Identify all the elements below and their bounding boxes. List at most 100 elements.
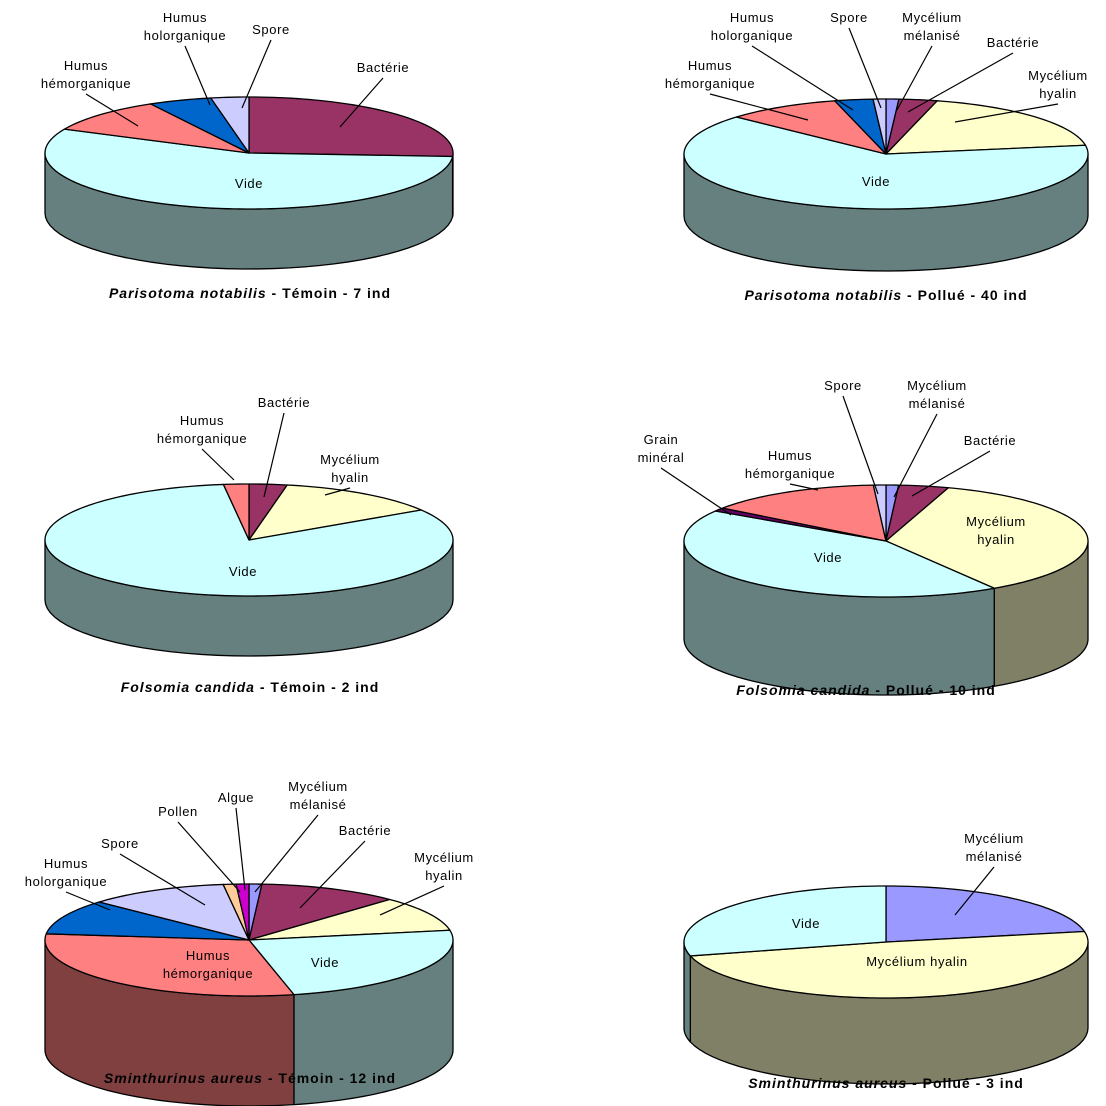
leader-line-humus-holorganique (751, 45, 854, 111)
leader-line-spore (119, 853, 206, 906)
data-label-spore: Spore (101, 836, 139, 851)
data-label-mycelium-hyalin: Mycélium hyalin (966, 514, 1026, 547)
slice-mycelium-hyalin (248, 898, 451, 941)
leader-line-spore (842, 395, 879, 495)
slice-humus-hemorganique (721, 484, 887, 542)
data-label-humus-hemorganique: Humus hémorganique (41, 58, 131, 91)
leader-line-mycelium-melanise (254, 814, 319, 893)
parisotoma-notabilis-temoin-pie: Bactérie Vide Humus hémorganique Humus holorg… (41, 10, 454, 301)
chart-caption: Sminthurinus aureus - Pollué - 3 ind (748, 1075, 1024, 1091)
caption-details: - Pollué - 40 ind (902, 287, 1027, 303)
data-label-vide: Vide (814, 550, 842, 565)
data-label-humus-hemorganique: Humus hémorganique (665, 58, 755, 91)
data-label-vide: Vide (862, 174, 890, 189)
leader-line-bacterie (299, 840, 366, 909)
leader-line-mycelium-hyalin (954, 103, 1059, 123)
caption-species: Sminthurinus aureus (104, 1070, 263, 1086)
slice-mycelium-hyalin (885, 487, 1089, 589)
slice-vide (248, 929, 454, 996)
slice-vide (683, 116, 1089, 210)
leader-line-mycelium-melanise (896, 45, 933, 111)
leader-line-mycelium-hyalin (379, 885, 445, 916)
data-label-mycelium-hyalin: Mycélium hyalin (320, 452, 380, 485)
leader-line-humus-hemorganique (789, 483, 819, 491)
slice-vide (683, 885, 887, 957)
data-label-mycelium-hyalin: Mycélium hyalin (414, 850, 474, 883)
slice-spore (872, 98, 887, 155)
slice-mycelium-hyalin (885, 100, 1087, 155)
chart-caption: Parisotoma notabilis - Témoin - 7 ind (109, 285, 391, 301)
data-label-pollen: Pollen (158, 804, 198, 819)
folsomia-candida-temoin-pie: Bactérie Mycélium hyalin Vide Humus hémorgani… (44, 395, 454, 695)
data-label-vide: Vide (311, 955, 339, 970)
leader-line-mycelium-melanise (893, 413, 938, 498)
slice-humus-hemorganique (63, 103, 250, 154)
leader-line-humus-hemorganique (709, 93, 809, 121)
data-label-mycelium-hyalin: Mycélium hyalin (866, 954, 967, 969)
slice-humus-hemorganique (222, 483, 250, 541)
data-label-mycelium-melanise: Mycélium mélanisé (907, 378, 967, 411)
slice-side-vide (683, 941, 691, 1043)
chart-caption: Sminthurinus aureus - Témoin - 12 ind (104, 1070, 396, 1086)
slice-vide (683, 510, 995, 598)
caption-details: - Témoin - 7 ind (267, 285, 391, 301)
leader-line-mycelium-hyalin (324, 487, 351, 496)
chart-caption: Parisotoma notabilis - Pollué - 40 ind (744, 287, 1027, 303)
slice-mycelium-hyalin (689, 930, 1089, 999)
leader-line-humus-hemorganique (85, 93, 139, 127)
slice-spore (98, 883, 250, 941)
slice-mycelium-melanise (885, 885, 1086, 943)
slice-humus-hemorganique (44, 933, 295, 997)
data-label-humus-hemorganique: Humus hémorganique (163, 948, 253, 981)
data-label-bacterie: Bactérie (357, 60, 410, 75)
data-label-mycelium-melanise: Mycélium mélanisé (902, 10, 962, 43)
slice-humus-holorganique (150, 97, 250, 154)
leader-line-bacterie (339, 77, 384, 128)
parisotoma-notabilis-pollue-pie: Mycélium mélanisé Bactérie Mycélium hyalin Vi… (665, 10, 1089, 303)
slice-vide (44, 128, 454, 210)
caption-details: - Pollué - 3 ind (907, 1075, 1024, 1091)
data-label-spore: Spore (830, 10, 868, 25)
data-label-humus-holorganique: Humus holorganique (711, 10, 793, 43)
caption-species: Parisotoma notabilis (744, 287, 902, 303)
folsomia-candida-pollue-pie: Mycélium mélanisé Bactérie Mycélium hyalin Vi… (638, 378, 1089, 698)
leader-line-bacterie (907, 52, 1014, 113)
data-label-algue: Algue (218, 790, 254, 805)
data-label-humus-hemorganique: Humus hémorganique (745, 448, 835, 481)
data-label-spore: Spore (252, 22, 290, 37)
data-label-mycelium-melanise: Mycélium mélanisé (964, 831, 1024, 864)
data-label-mycelium-melanise: Mycélium mélanisé (288, 779, 348, 812)
data-label-bacterie: Bactérie (987, 35, 1040, 50)
data-label-bacterie: Bactérie (339, 823, 392, 838)
caption-details: - Témoin - 2 ind (255, 679, 379, 695)
leader-line-pollen (177, 821, 241, 893)
data-label-bacterie: Bactérie (964, 433, 1017, 448)
caption-species: Folsomia candida (736, 682, 870, 698)
leader-line-bacterie (911, 450, 991, 497)
slice-algue (235, 883, 250, 941)
data-label-vide: Vide (792, 916, 820, 931)
slice-bacterie (248, 96, 454, 158)
caption-details: - Pollué - 10 ind (870, 682, 995, 698)
sminthurinus-aureus-temoin-pie: Mycélium mélanisé Bactérie Mycélium hyalin Vi… (25, 779, 474, 1106)
caption-species: Sminthurinus aureus (748, 1075, 907, 1091)
chart-caption: Folsomia candida - Témoin - 2 ind (121, 679, 380, 695)
leader-line-mycelium-melanise (954, 866, 995, 916)
leader-line-humus-hemorganique (201, 448, 235, 481)
leader-line-algue (235, 807, 246, 891)
data-label-humus-holorganique: Humus holorganique (144, 10, 226, 43)
slice-humus-hemorganique (735, 100, 887, 155)
data-label-bacterie: Bactérie (258, 395, 311, 410)
leader-line-humus-holorganique (184, 45, 211, 106)
caption-species: Folsomia candida (121, 679, 255, 695)
data-label-humus-hemorganique: Humus hémorganique (157, 413, 247, 446)
data-label-grain-mineral: Grain minéral (638, 432, 685, 465)
leader-line-spore (848, 27, 882, 109)
caption-details: - Témoin - 12 ind (263, 1070, 396, 1086)
chart-caption: Folsomia candida - Pollué - 10 ind (736, 682, 996, 698)
data-label-spore: Spore (824, 378, 862, 393)
leader-line-humus-holorganique (65, 891, 111, 911)
data-label-mycelium-hyalin: Mycélium hyalin (1028, 68, 1088, 101)
data-label-vide: Vide (229, 564, 257, 579)
